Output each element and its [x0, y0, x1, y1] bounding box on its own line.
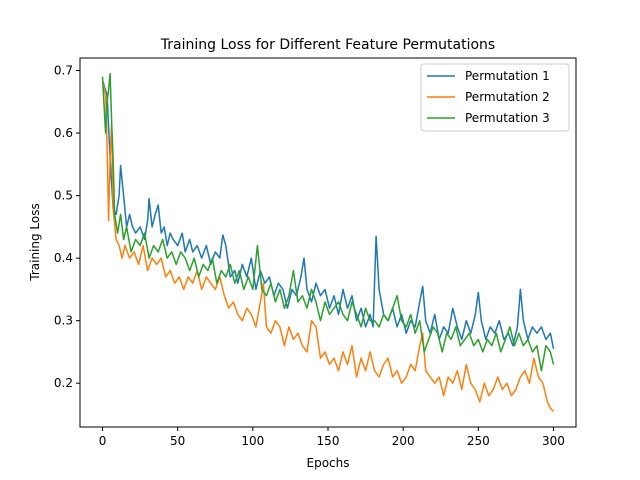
legend-box	[420, 63, 570, 132]
legend-label-2: Permutation 2	[465, 90, 550, 104]
y-tick-label: 0.7	[54, 64, 73, 78]
x-tick-label: 150	[317, 434, 340, 448]
y-tick-label: 0.6	[54, 126, 73, 140]
x-tick-label: 250	[467, 434, 490, 448]
series-line-3	[101, 72, 555, 372]
legend: Permutation 1 Permutation 2 Permutation 3	[420, 63, 570, 132]
y-axis: 0.2 0.3 0.4 0.5 0.6 0.7	[54, 64, 80, 390]
series-layer	[101, 72, 555, 412]
series-line-2	[101, 79, 555, 412]
chart-title: Training Loss for Different Feature Perm…	[160, 37, 495, 53]
x-axis: 0 50 100 150 200 250 300	[99, 427, 565, 448]
x-tick-label: 50	[170, 434, 185, 448]
y-axis-label: Training Loss	[28, 203, 42, 281]
x-axis-label: Epochs	[307, 456, 350, 470]
legend-label-3: Permutation 3	[465, 111, 550, 125]
x-tick-label: 0	[99, 434, 107, 448]
x-tick-label: 100	[241, 434, 264, 448]
legend-label-1: Permutation 1	[465, 69, 550, 83]
x-tick-label: 300	[542, 434, 565, 448]
x-tick-label: 200	[392, 434, 415, 448]
y-tick-label: 0.2	[54, 376, 73, 390]
y-tick-label: 0.4	[54, 251, 73, 265]
y-tick-label: 0.3	[54, 314, 73, 328]
y-tick-label: 0.5	[54, 189, 73, 203]
series-line-1	[101, 79, 555, 349]
